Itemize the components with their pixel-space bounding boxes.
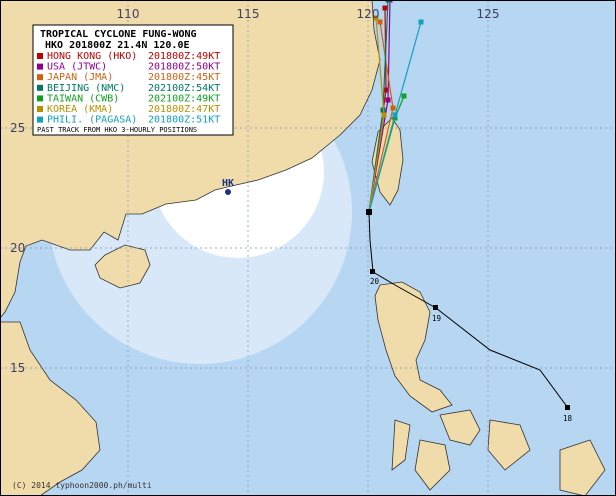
legend-agency: TAIWAN (CWB) (47, 93, 119, 104)
legend-agency: BEIJING (NMC) (47, 83, 125, 94)
forecast-point (383, 87, 389, 93)
forecast-point (392, 115, 398, 121)
legend-swatch (37, 63, 43, 70)
legend-agency: USA (JTWC) (47, 62, 107, 73)
forecast-point (373, 15, 379, 21)
hainan (94, 244, 151, 289)
legend-footnote: PAST TRACK FROM HKO 3-HOURLY POSITIONS (37, 126, 197, 134)
legend-box (32, 24, 234, 136)
current-position (366, 209, 372, 215)
hk-marker (225, 189, 231, 195)
lat-label: 25 (10, 121, 25, 135)
lon-label: 120 (357, 7, 380, 21)
legend-swatch (37, 95, 43, 102)
forecast-point (390, 105, 396, 111)
forecast-point (377, 19, 383, 25)
track-label: 18 (563, 414, 573, 423)
track-point (565, 405, 570, 410)
forecast-point (382, 5, 388, 11)
legend-forecast: 201800Z:51KT (148, 115, 220, 126)
forecast-point (392, 112, 398, 118)
legend-forecast: 202100Z:49KT (148, 93, 220, 104)
track-label: 20 (370, 277, 380, 286)
forecast-point (381, 112, 387, 118)
legend-agency: KOREA (KMA) (47, 104, 113, 115)
island (414, 439, 451, 491)
track-point (370, 269, 375, 274)
legend-subtitle: HKO 201800Z 21.4N 120.0E (45, 40, 190, 51)
legend-agency: PHILI. (PAGASA) (47, 115, 137, 126)
forecast-point (401, 93, 407, 99)
legend-swatch (37, 84, 43, 91)
lat-label: 15 (10, 361, 25, 375)
legend-swatch (37, 106, 43, 112)
legend-agency: HONG KONG (HKO) (47, 51, 137, 62)
forecast-point (385, 97, 391, 103)
lat-label: 20 (10, 241, 25, 255)
vietnam (0, 321, 101, 496)
track-label: 19 (432, 314, 441, 323)
legend-swatch (37, 116, 43, 123)
forecast-point (418, 19, 424, 25)
city-label: HK (222, 178, 234, 189)
lon-label: 115 (237, 7, 260, 21)
forecast-tracks (366, 0, 424, 215)
legend-entries: HONG KONG (HKO) 201800Z:49KT USA (JTWC) 201… (37, 51, 220, 126)
legend-forecast: 201800Z:49KT (148, 51, 220, 62)
track-point (433, 305, 438, 310)
island (391, 419, 411, 471)
island (439, 409, 481, 446)
copyright: (C) 2014 typhoon2000.ph/multi (12, 481, 152, 490)
legend-forecast: 202100Z:54KT (148, 83, 220, 94)
legend-swatch (37, 74, 43, 81)
past-track (368, 211, 569, 409)
legend-swatch (37, 53, 43, 59)
legend-forecast: 201800Z:45KT (148, 72, 220, 83)
legend-title: TROPICAL CYCLONE FUNG-WONG (40, 29, 197, 40)
lon-label: 110 (117, 7, 140, 21)
legend-forecast: 201800Z:50KT (148, 62, 220, 73)
legend-forecast: 201800Z:47KT (148, 104, 220, 115)
island (559, 439, 606, 496)
forecast-point (385, 0, 391, 3)
legend-agency: JAPAN (JMA) (47, 72, 113, 83)
lon-label: 125 (477, 7, 500, 21)
